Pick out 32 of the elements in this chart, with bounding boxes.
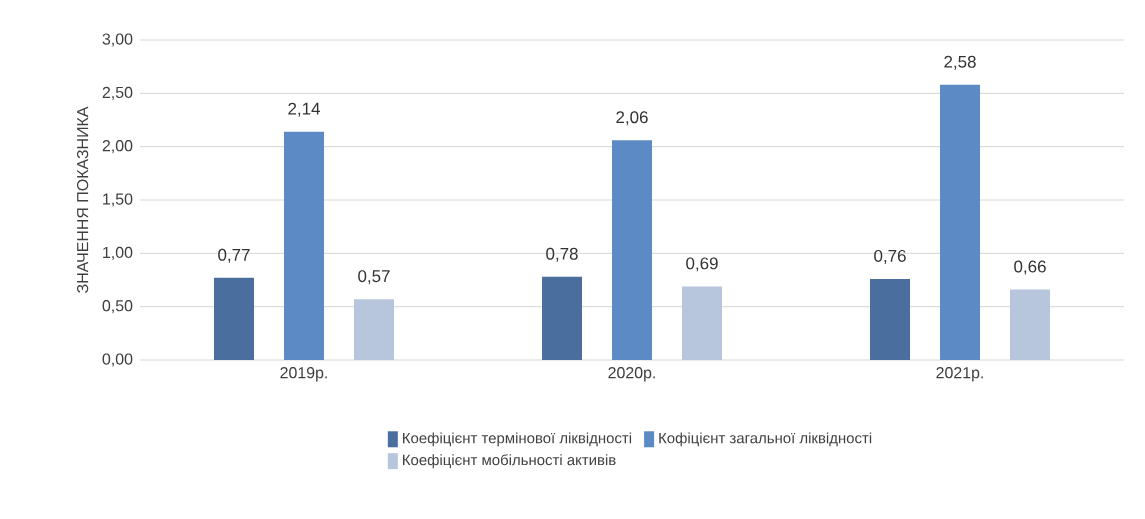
y-axis-title: ЗНАЧЕННЯ ПОКАЗНИКА xyxy=(76,106,89,293)
bar xyxy=(214,277,254,360)
y-tick-label: 2,00 xyxy=(102,140,133,154)
legend-label: Кофіцієнт загальної ліквідності xyxy=(659,432,872,447)
data-label: 2,14 xyxy=(288,102,320,117)
y-tick-label: 3,00 xyxy=(102,33,133,47)
bar xyxy=(612,140,653,360)
bar xyxy=(542,276,583,360)
y-tick-label: 1,00 xyxy=(103,246,133,260)
data-label: 0,66 xyxy=(1014,260,1046,275)
bar xyxy=(870,278,911,360)
bar xyxy=(1010,289,1051,360)
x-tick-label: 2020р. xyxy=(608,367,655,382)
bar xyxy=(354,299,395,360)
data-label: 0,69 xyxy=(686,257,718,272)
y-tick-label: 2,50 xyxy=(102,86,133,100)
data-label: 2,58 xyxy=(944,55,976,70)
y-tick-label: 0,50 xyxy=(102,300,133,314)
data-label: 2,06 xyxy=(616,111,648,126)
bar xyxy=(682,286,723,360)
bar xyxy=(940,84,981,360)
legend-label: Коефіцієнт термінової ліквідності xyxy=(403,432,632,447)
data-label: 0,78 xyxy=(546,247,578,262)
legend-label: Коефіцієнт мобільності активів xyxy=(403,454,616,469)
data-label: 0,76 xyxy=(874,249,906,264)
x-tick-label: 2021р. xyxy=(936,367,983,382)
data-label: 0,77 xyxy=(218,248,250,263)
y-tick-label: 0,00 xyxy=(102,353,133,367)
x-tick-label: 2019р. xyxy=(280,367,327,382)
bar xyxy=(284,131,325,360)
data-label: 0,57 xyxy=(358,270,390,285)
y-tick-label: 1,50 xyxy=(103,193,133,207)
